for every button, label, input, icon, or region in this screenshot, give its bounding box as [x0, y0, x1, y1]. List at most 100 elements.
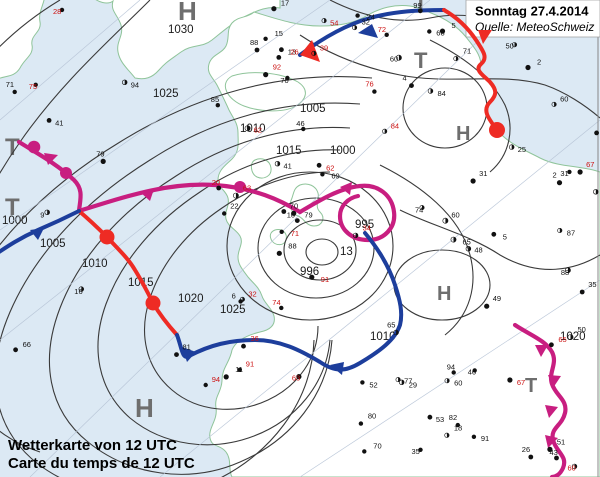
svg-text:41: 41 [284, 162, 292, 171]
svg-text:84: 84 [391, 121, 399, 130]
svg-text:25: 25 [518, 145, 526, 154]
svg-text:5: 5 [452, 21, 456, 30]
svg-text:13: 13 [340, 246, 353, 258]
svg-text:H: H [135, 393, 154, 423]
svg-text:63: 63 [243, 184, 251, 193]
svg-text:68: 68 [436, 29, 444, 38]
svg-text:94: 94 [131, 80, 139, 89]
svg-text:63: 63 [292, 374, 300, 383]
svg-text:67: 67 [517, 378, 525, 387]
svg-text:92: 92 [273, 63, 281, 72]
svg-text:T: T [525, 375, 537, 397]
svg-text:79: 79 [304, 211, 312, 220]
svg-text:18: 18 [454, 423, 462, 432]
svg-text:16: 16 [74, 287, 82, 296]
svg-text:70: 70 [373, 441, 381, 450]
svg-text:99: 99 [413, 1, 421, 10]
svg-text:82: 82 [449, 413, 457, 422]
svg-text:74: 74 [415, 206, 423, 215]
svg-text:22: 22 [230, 202, 238, 211]
svg-text:32: 32 [248, 289, 256, 298]
svg-text:4: 4 [403, 74, 407, 83]
svg-text:Sonntag 27.4.2014: Sonntag 27.4.2014 [475, 4, 589, 19]
svg-text:T: T [5, 194, 20, 221]
svg-text:20: 20 [212, 178, 220, 187]
svg-text:65: 65 [558, 335, 566, 344]
svg-text:85: 85 [211, 95, 219, 104]
svg-text:62: 62 [254, 125, 262, 134]
svg-text:87: 87 [567, 229, 575, 238]
svg-text:69: 69 [331, 171, 339, 180]
svg-text:70: 70 [280, 76, 288, 85]
svg-text:71: 71 [291, 229, 299, 238]
svg-text:72: 72 [378, 25, 386, 34]
svg-text:Carte du temps de 12 UTC: Carte du temps de 12 UTC [8, 455, 195, 472]
svg-text:5: 5 [503, 232, 507, 241]
svg-text:15: 15 [275, 29, 283, 38]
svg-text:50: 50 [506, 42, 514, 51]
svg-text:94: 94 [212, 375, 220, 384]
svg-text:81: 81 [183, 343, 191, 352]
svg-text:48: 48 [474, 246, 482, 255]
svg-text:65: 65 [463, 238, 471, 247]
svg-text:46: 46 [468, 367, 476, 376]
svg-text:9: 9 [40, 210, 44, 219]
svg-text:60: 60 [560, 94, 568, 103]
svg-text:17: 17 [281, 0, 289, 8]
svg-text:60: 60 [568, 463, 576, 472]
svg-text:T: T [414, 48, 428, 73]
svg-text:1025: 1025 [220, 304, 246, 316]
svg-text:H: H [178, 0, 197, 26]
svg-text:1025: 1025 [153, 88, 179, 100]
svg-text:91: 91 [481, 434, 489, 443]
svg-text:39: 39 [320, 43, 328, 52]
svg-text:67: 67 [586, 160, 594, 169]
svg-text:43: 43 [550, 448, 558, 457]
svg-text:88: 88 [250, 38, 258, 47]
svg-text:36: 36 [251, 334, 259, 343]
svg-text:6: 6 [232, 291, 236, 300]
svg-text:1020: 1020 [178, 293, 204, 305]
svg-text:2: 2 [537, 58, 541, 67]
svg-text:84: 84 [438, 89, 446, 98]
svg-text:41: 41 [55, 118, 63, 127]
svg-text:91: 91 [321, 275, 329, 284]
svg-text:35: 35 [588, 280, 596, 289]
svg-text:46: 46 [296, 119, 304, 128]
svg-text:31: 31 [479, 169, 487, 178]
svg-text:91: 91 [246, 360, 254, 369]
svg-text:26: 26 [290, 48, 298, 57]
svg-text:66: 66 [23, 340, 31, 349]
svg-text:10: 10 [287, 210, 295, 219]
svg-text:52: 52 [369, 380, 377, 389]
svg-text:71: 71 [463, 47, 471, 56]
svg-text:1000: 1000 [330, 145, 356, 157]
svg-text:28: 28 [53, 7, 61, 16]
svg-text:54: 54 [330, 19, 338, 28]
svg-text:60: 60 [454, 379, 462, 388]
svg-text:60: 60 [451, 211, 459, 220]
svg-text:60: 60 [390, 55, 398, 64]
svg-text:Quelle: MeteoSchweiz: Quelle: MeteoSchweiz [475, 20, 594, 34]
svg-text:77: 77 [404, 377, 412, 386]
svg-text:75: 75 [29, 82, 37, 91]
svg-text:26: 26 [522, 445, 530, 454]
svg-text:T: T [5, 134, 20, 161]
svg-text:88: 88 [288, 241, 296, 250]
svg-text:79: 79 [96, 149, 104, 158]
svg-text:34: 34 [363, 223, 371, 232]
svg-text:35: 35 [412, 447, 420, 456]
svg-text:53: 53 [436, 415, 444, 424]
svg-text:70: 70 [290, 202, 298, 211]
svg-text:Wetterkarte von 12 UTC: Wetterkarte von 12 UTC [8, 437, 177, 454]
svg-text:50: 50 [578, 325, 586, 334]
svg-text:74: 74 [272, 298, 280, 307]
svg-text:32: 32 [362, 18, 370, 27]
svg-text:76: 76 [365, 80, 373, 89]
svg-text:31: 31 [560, 169, 568, 178]
svg-text:71: 71 [6, 80, 14, 89]
svg-text:51: 51 [557, 437, 565, 446]
svg-text:88: 88 [561, 268, 569, 277]
svg-text:49: 49 [493, 294, 501, 303]
svg-text:1015: 1015 [276, 145, 302, 157]
